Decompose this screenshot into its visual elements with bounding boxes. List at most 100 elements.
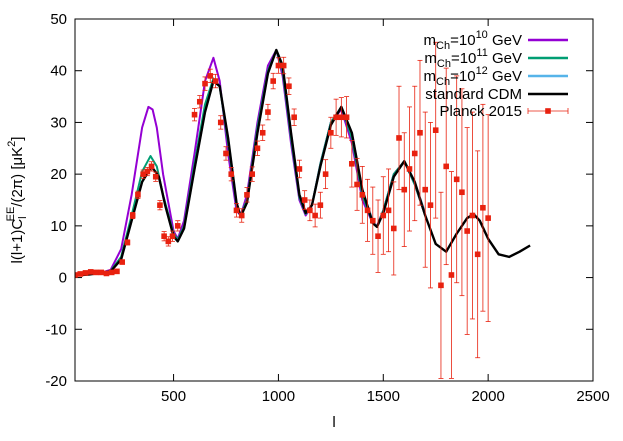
data-point (375, 233, 381, 239)
y-label-main2: /(2π) [μK (9, 147, 26, 207)
legend-text-sub: Ch (436, 76, 450, 88)
data-point (270, 78, 276, 84)
y-label-sub: l (17, 216, 29, 218)
data-point (254, 145, 261, 152)
legend-text-mid: =10 (450, 32, 475, 49)
data-point (87, 269, 94, 275)
data-point (144, 168, 151, 175)
data-point (411, 150, 418, 157)
data-point (77, 271, 84, 277)
y-tick-label: -10 (45, 321, 67, 338)
legend-text-mid: =10 (450, 68, 475, 85)
data-point (114, 268, 120, 275)
data-point (453, 176, 460, 183)
data-point (129, 212, 136, 219)
data-point (244, 192, 250, 198)
y-tick-label: 40 (50, 63, 67, 80)
y-label-main3: ] (9, 137, 26, 141)
legend-text-post: GeV (488, 68, 522, 85)
data-point (349, 161, 355, 167)
data-point (148, 163, 155, 170)
data-point (238, 212, 245, 219)
data-point (343, 114, 350, 121)
data-point (354, 181, 360, 188)
legend-label-1: mCh=1011 GeV (424, 47, 522, 70)
legend-label-0: mCh=1010 GeV (424, 29, 522, 52)
data-point (427, 202, 434, 208)
legend-text-sup: 10 (476, 29, 488, 41)
axes-layer: -20 -10 0 10 20 30 40 50 500 1000 1500 2000 2500 (45, 11, 609, 405)
plot-frame (74, 18, 594, 382)
data-point (380, 212, 387, 219)
data-point (135, 192, 141, 198)
data-point (93, 269, 99, 276)
legend-text-main: m (424, 50, 437, 67)
data-point (432, 127, 439, 133)
data-point (443, 163, 449, 170)
x-tick-label: 2000 (471, 388, 504, 405)
series-layer (75, 41, 531, 379)
data-point (212, 78, 219, 84)
y-tick-label: 50 (50, 11, 67, 28)
data-point (322, 171, 329, 177)
data-point (275, 62, 282, 69)
data-point (223, 150, 229, 157)
data-point (82, 270, 89, 276)
legend-text-sup: 11 (476, 47, 487, 59)
data-point (152, 173, 159, 180)
data-point (296, 166, 303, 172)
x-tick-label: 2500 (576, 388, 609, 405)
data-point (249, 171, 256, 177)
data-point (406, 166, 413, 172)
data-point (417, 129, 423, 136)
data-point (191, 111, 198, 118)
legend-text-post: GeV (488, 50, 522, 67)
data-point (157, 202, 163, 208)
data-point (448, 272, 455, 278)
data-point (317, 202, 324, 208)
data-point (474, 251, 481, 258)
data-point (385, 207, 392, 214)
y-tick-label: 10 (50, 218, 67, 235)
data-point (291, 114, 297, 121)
data-point (359, 192, 366, 198)
data-point (119, 259, 125, 265)
legend-label-3: standard CDM (425, 86, 522, 103)
data-point (369, 217, 376, 224)
y-tick-label: 0 (59, 270, 67, 287)
data-point (469, 212, 476, 219)
data-point (396, 135, 402, 141)
legend-text-main: m (424, 32, 437, 49)
data-point (328, 129, 334, 136)
legend-label-2: mCh=1012 GeV (424, 65, 522, 88)
data-point (338, 114, 345, 121)
legend-text-sub: Ch (437, 58, 451, 70)
data-point (124, 239, 131, 246)
data-point (174, 223, 181, 229)
legend-text-main: m (424, 68, 437, 85)
x-tick-label: 1000 (262, 388, 295, 405)
x-axis-label: l (332, 414, 335, 431)
legend-text-sup: 12 (476, 65, 488, 77)
x-tick-label: 1500 (367, 388, 400, 405)
data-point (98, 269, 105, 276)
data-point (169, 233, 176, 239)
y-label-main: l(l+1)C (9, 219, 26, 264)
frame-layer (74, 18, 594, 382)
data-point (259, 129, 266, 136)
data-point (161, 233, 167, 239)
axis-labels: ll(l+1)ClEE/(2π) [μK2] (5, 137, 336, 431)
data-point (301, 197, 308, 203)
data-point (265, 109, 271, 115)
data-point (438, 282, 444, 289)
data-point (228, 171, 235, 177)
planck-points (75, 41, 491, 379)
data-point (165, 238, 172, 245)
legend-sample-point (545, 108, 551, 114)
y-tick-label: 30 (50, 114, 67, 131)
y-label-sup2: 2 (6, 141, 18, 147)
y-tick-label: -20 (45, 373, 67, 390)
